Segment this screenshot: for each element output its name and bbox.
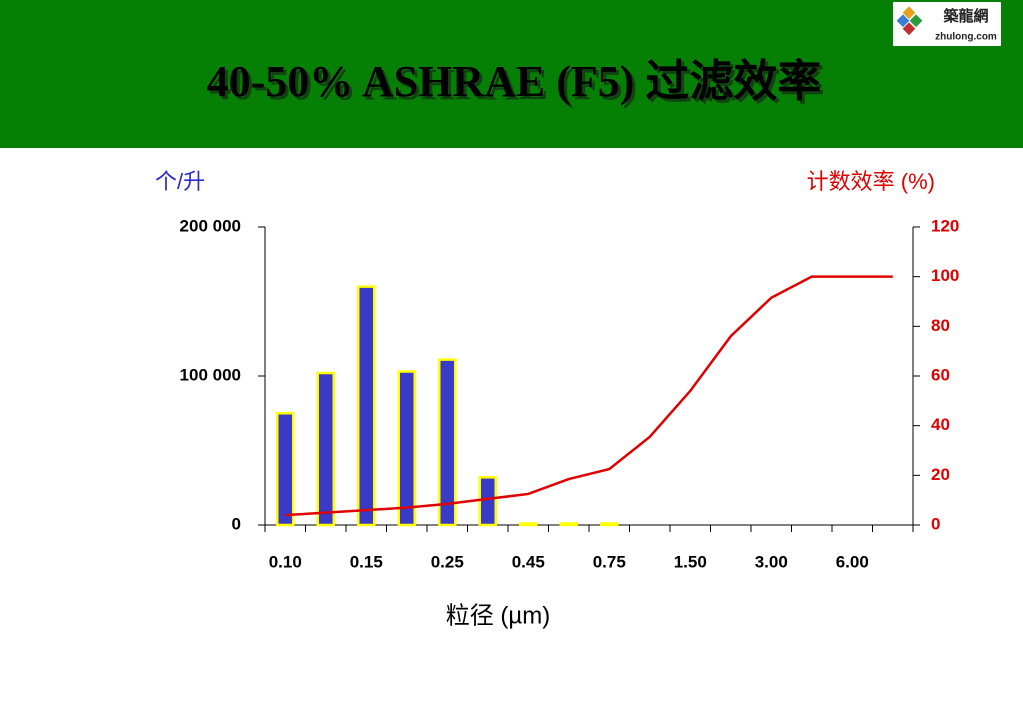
- title-shadow: 40-50% ASHRAE (F5) 过滤效率: [210, 60, 825, 109]
- bar: [559, 522, 578, 527]
- x-tick-label: 0.25: [431, 552, 464, 571]
- logo-url: zhulong.com: [935, 32, 997, 43]
- x-tick-label: 0.10: [269, 552, 302, 571]
- bar: [478, 476, 497, 527]
- y-tick-label: 200 000: [180, 216, 241, 235]
- logo-name: 築龍網: [942, 7, 988, 25]
- bar: [397, 370, 416, 527]
- x-axis-label: 粒径 (µm): [446, 602, 550, 629]
- x-tick-label: 0.75: [593, 552, 626, 571]
- bar: [316, 371, 335, 527]
- line: [285, 275, 893, 517]
- x-tick-label: 3.00: [755, 552, 788, 571]
- bar: [357, 285, 376, 527]
- y2-tick-label: 120: [931, 216, 959, 235]
- header-band: [0, 0, 1023, 148]
- bar: [600, 522, 619, 527]
- bar: [519, 522, 538, 527]
- y2-tick-label: 60: [931, 365, 950, 384]
- x-tick-label: 6.00: [836, 552, 869, 571]
- y-axis-label: 个/升: [155, 169, 205, 194]
- y2-tick-label: 40: [931, 415, 950, 434]
- y-tick-label: 100 000: [180, 365, 241, 384]
- y2-tick-label: 0: [931, 514, 940, 533]
- x-tick-label: 0.15: [350, 552, 383, 571]
- y-tick-label: 0: [232, 514, 241, 533]
- y2-tick-label: 20: [931, 465, 950, 484]
- y2-axis-label: 计数效率 (%): [807, 169, 935, 194]
- x-tick-label: 1.50: [674, 552, 707, 571]
- bar: [276, 412, 295, 527]
- title: 40-50% ASHRAE (F5) 过滤效率: [207, 57, 822, 106]
- y2-tick-label: 80: [931, 316, 950, 335]
- x-tick-label: 0.45: [512, 552, 545, 571]
- bar: [438, 358, 457, 527]
- y2-tick-label: 100: [931, 266, 959, 285]
